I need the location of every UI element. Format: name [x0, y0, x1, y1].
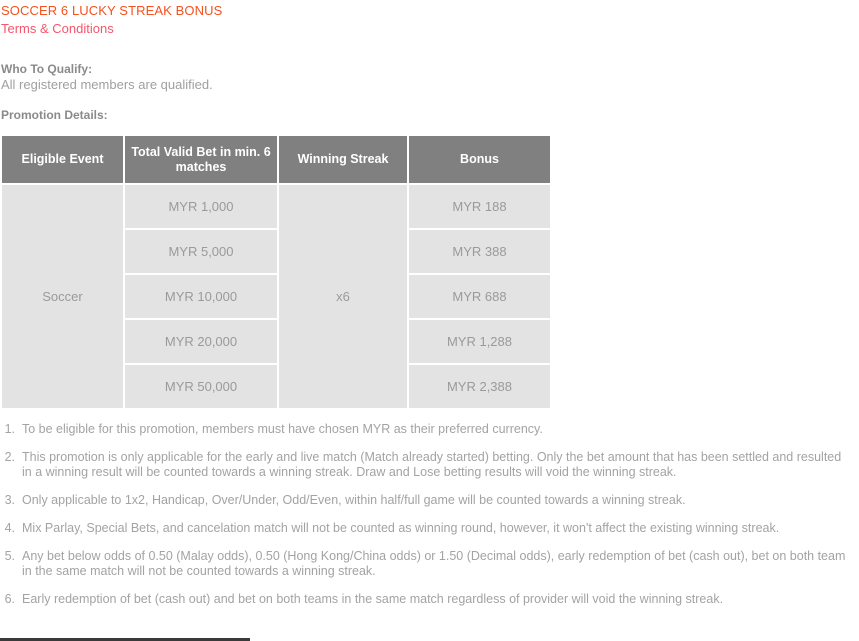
table-row: MYR 5,000 MYR 388 — [2, 230, 550, 273]
cell-bonus: MYR 388 — [409, 230, 550, 273]
table-row: MYR 50,000 MYR 2,388 — [2, 365, 550, 408]
cell-winning-streak: x6 — [279, 185, 407, 408]
list-item: 2. This promotion is only applicable for… — [0, 450, 859, 480]
cell-bonus: MYR 1,288 — [409, 320, 550, 363]
spacer-above-table — [0, 123, 859, 134]
spacer-above-qualify — [0, 37, 859, 62]
promotion-details-table: Eligible Event Total Valid Bet in min. 6… — [0, 134, 552, 410]
list-item: 4. Mix Parlay, Special Bets, and cancela… — [0, 521, 859, 536]
column-header-total-valid-bet: Total Valid Bet in min. 6 matches — [125, 136, 277, 183]
who-to-qualify-text: All registered members are qualified. — [1, 77, 213, 92]
promotion-page: SOCCER 6 LUCKY STREAK BONUS Terms & Cond… — [0, 3, 859, 641]
list-item-text: This promotion is only applicable for th… — [22, 450, 842, 479]
who-to-qualify-heading: Who To Qualify: — [1, 62, 93, 76]
table-row: MYR 10,000 MYR 688 — [2, 275, 550, 318]
list-item-number: 5. — [4, 549, 15, 563]
bottom-divider — [0, 638, 250, 641]
cell-valid-bet: MYR 10,000 — [125, 275, 277, 318]
terms-notes-list: 1. To be eligible for this promotion, me… — [0, 422, 859, 607]
cell-valid-bet: MYR 50,000 — [125, 365, 277, 408]
list-item-number: 3. — [4, 493, 15, 507]
table-header-row: Eligible Event Total Valid Bet in min. 6… — [2, 136, 550, 183]
terms-and-conditions-link[interactable]: Terms & Conditions — [1, 21, 114, 36]
promotion-title: SOCCER 6 LUCKY STREAK BONUS — [1, 3, 223, 18]
cell-valid-bet: MYR 5,000 — [125, 230, 277, 273]
list-item-number: 6. — [4, 592, 15, 606]
list-item-text: Early redemption of bet (cash out) and b… — [22, 592, 724, 606]
cell-valid-bet: MYR 1,000 — [125, 185, 277, 228]
table-row: Soccer MYR 1,000 x6 MYR 188 — [2, 185, 550, 408]
list-item-text: Any bet below odds of 0.50 (Malay odds),… — [22, 549, 846, 578]
cell-valid-bet: MYR 20,000 — [125, 320, 277, 363]
list-item-text: Only applicable to 1x2, Handicap, Over/U… — [22, 493, 686, 507]
list-item: 3. Only applicable to 1x2, Handicap, Ove… — [0, 493, 859, 508]
list-item-text: To be eligible for this promotion, membe… — [22, 422, 543, 436]
column-header-bonus: Bonus — [409, 136, 550, 183]
table-row: MYR 20,000 MYR 1,288 — [2, 320, 550, 363]
list-item-text: Mix Parlay, Special Bets, and cancelatio… — [22, 521, 780, 535]
cell-bonus: MYR 688 — [409, 275, 550, 318]
list-item: 5. Any bet below odds of 0.50 (Malay odd… — [0, 549, 859, 579]
column-header-eligible-event: Eligible Event — [2, 136, 123, 183]
list-item-number: 1. — [4, 422, 15, 436]
cell-bonus: MYR 2,388 — [409, 365, 550, 408]
cell-eligible-event: Soccer — [2, 185, 123, 408]
list-item: 6. Early redemption of bet (cash out) an… — [0, 592, 859, 607]
column-header-winning-streak: Winning Streak — [279, 136, 407, 183]
cell-bonus: MYR 188 — [409, 185, 550, 228]
spacer-above-details — [0, 93, 859, 108]
promotion-details-heading: Promotion Details: — [1, 108, 108, 122]
list-item-number: 2. — [4, 450, 15, 464]
list-item: 1. To be eligible for this promotion, me… — [0, 422, 859, 437]
list-item-number: 4. — [4, 521, 15, 535]
